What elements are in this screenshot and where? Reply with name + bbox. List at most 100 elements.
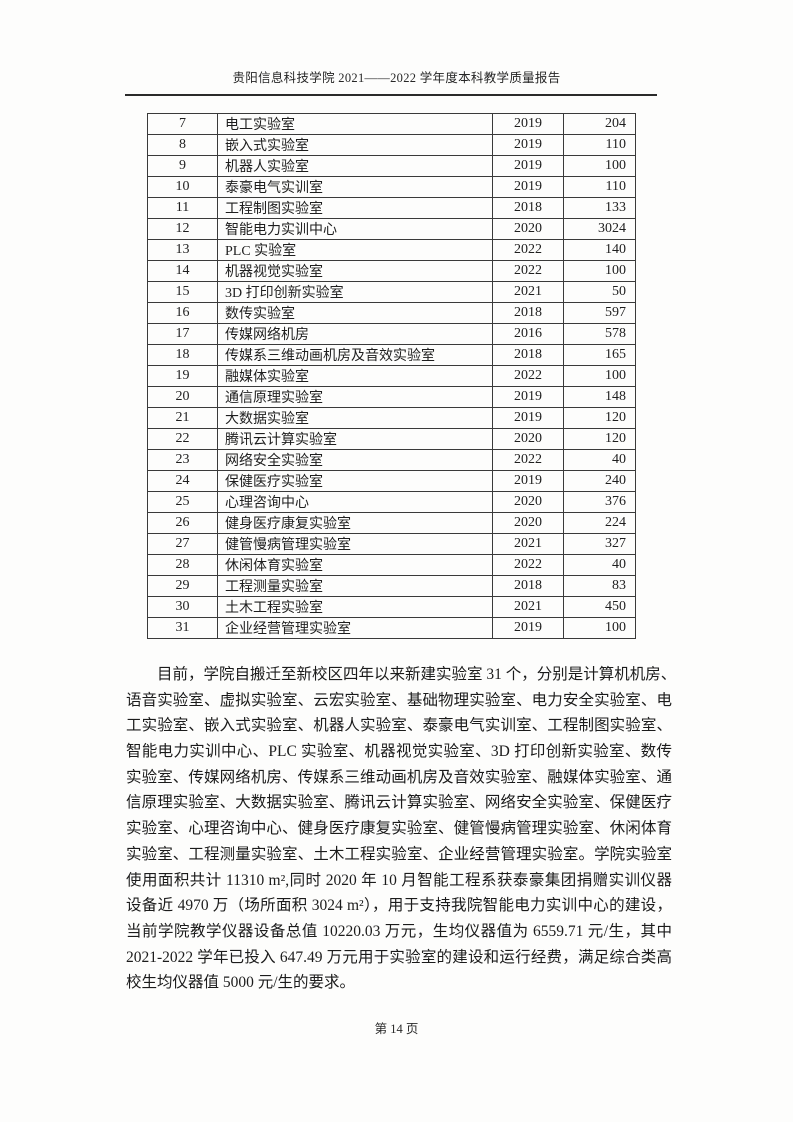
cell-year: 2022 (492, 260, 564, 282)
page-number: 第 14 页 (374, 1022, 419, 1036)
cell-name: 电工实验室 (217, 113, 493, 135)
table-row: 16 数传实验室 2018 597 (147, 302, 636, 324)
cell-area: 100 (563, 260, 636, 282)
table-row: 14 机器视觉实验室 2022 100 (147, 260, 636, 282)
cell-name: 休闲体育实验室 (217, 554, 493, 576)
cell-name: 网络安全实验室 (217, 449, 493, 471)
cell-no: 27 (147, 533, 218, 555)
paragraph-line: 实验室、心理咨询中心、健身医疗康复实验室、健管慢病管理实验室、休闲体育 (126, 820, 672, 838)
cell-area: 133 (563, 197, 636, 219)
table-row: 25 心理咨询中心 2020 376 (147, 491, 636, 513)
cell-name: 机器人实验室 (217, 155, 493, 177)
cell-area: 120 (563, 428, 636, 450)
paragraph-line: 智能电力实训中心、PLC 实验室、机器视觉实验室、3D 打印创新实验室、数传 (126, 743, 672, 761)
paragraph-line: 设备近 4970 万（场所面积 3024 m²），用于支持我院智能电力实训中心的… (126, 897, 672, 915)
header-rule (125, 94, 657, 96)
cell-no: 11 (147, 197, 218, 219)
cell-name: 腾讯云计算实验室 (217, 428, 493, 450)
table-row: 27 健管慢病管理实验室 2021 327 (147, 533, 636, 555)
cell-no: 17 (147, 323, 218, 345)
cell-area: 83 (563, 575, 636, 597)
cell-year: 2019 (492, 113, 564, 135)
cell-no: 21 (147, 407, 218, 429)
cell-year: 2020 (492, 491, 564, 513)
cell-no: 24 (147, 470, 218, 492)
cell-no: 14 (147, 260, 218, 282)
cell-no: 15 (147, 281, 218, 303)
cell-area: 376 (563, 491, 636, 513)
table-row: 10 泰豪电气实训室 2019 110 (147, 176, 636, 198)
paragraph-line: 使用面积共计 11310 m²,同时 2020 年 10 月智能工程系获泰豪集团… (126, 871, 672, 889)
cell-area: 597 (563, 302, 636, 324)
cell-no: 20 (147, 386, 218, 408)
cell-year: 2021 (492, 533, 564, 555)
cell-area: 100 (563, 617, 636, 639)
cell-name: 3D 打印创新实验室 (217, 281, 493, 303)
cell-no: 31 (147, 617, 218, 639)
cell-no: 29 (147, 575, 218, 597)
table-row: 11 工程制图实验室 2018 133 (147, 197, 636, 219)
table-row: 29 工程测量实验室 2018 83 (147, 575, 636, 597)
cell-year: 2022 (492, 554, 564, 576)
cell-name: PLC 实验室 (217, 239, 493, 261)
cell-year: 2022 (492, 239, 564, 261)
cell-year: 2019 (492, 176, 564, 198)
cell-year: 2020 (492, 218, 564, 240)
cell-name: 工程测量实验室 (217, 575, 493, 597)
cell-no: 7 (147, 113, 218, 135)
paragraph-line: 实验室、工程测量实验室、土木工程实验室、企业经营管理实验室。学院实验室 (126, 845, 672, 863)
cell-no: 16 (147, 302, 218, 324)
table-row: 8 嵌入式实验室 2019 110 (147, 134, 636, 156)
cell-year: 2019 (492, 155, 564, 177)
paragraph-line: 实验室、传媒网络机房、传媒系三维动画机房及音效实验室、融媒体实验室、通 (126, 768, 672, 786)
cell-area: 120 (563, 407, 636, 429)
cell-no: 18 (147, 344, 218, 366)
cell-name: 智能电力实训中心 (217, 218, 493, 240)
cell-area: 100 (563, 155, 636, 177)
cell-area: 50 (563, 281, 636, 303)
cell-year: 2021 (492, 281, 564, 303)
page-header-title: 贵阳信息科技学院 2021——2022 学年度本科教学质量报告 (232, 71, 561, 85)
cell-name: 通信原理实验室 (217, 386, 493, 408)
body-paragraph: 目前，学院自搬迁至新校区四年以来新建实验室 31 个，分别是计算机机房、 语音实验… (126, 662, 672, 996)
cell-area: 3024 (563, 218, 636, 240)
cell-name: 心理咨询中心 (217, 491, 493, 513)
cell-name: 机器视觉实验室 (217, 260, 493, 282)
cell-name: 数传实验室 (217, 302, 493, 324)
cell-no: 26 (147, 512, 218, 534)
cell-name: 传媒系三维动画机房及音效实验室 (217, 344, 493, 366)
cell-area: 327 (563, 533, 636, 555)
cell-area: 40 (563, 449, 636, 471)
paragraph-line: 校生均仪器值 5000 元/生的要求。 (126, 974, 356, 992)
cell-year: 2019 (492, 134, 564, 156)
table-row: 31 企业经营管理实验室 2019 100 (147, 617, 636, 639)
table-row: 22 腾讯云计算实验室 2020 120 (147, 428, 636, 450)
cell-area: 204 (563, 113, 636, 135)
cell-name: 工程制图实验室 (217, 197, 493, 219)
cell-name: 保健医疗实验室 (217, 470, 493, 492)
table-row: 13 PLC 实验室 2022 140 (147, 239, 636, 261)
cell-no: 12 (147, 218, 218, 240)
cell-no: 10 (147, 176, 218, 198)
cell-area: 165 (563, 344, 636, 366)
table-row: 12 智能电力实训中心 2020 3024 (147, 218, 636, 240)
cell-area: 224 (563, 512, 636, 534)
table-row: 19 融媒体实验室 2022 100 (147, 365, 636, 387)
paragraph-line: 信原理实验室、大数据实验室、腾讯云计算实验室、网络安全实验室、保健医疗 (126, 794, 672, 812)
cell-year: 2020 (492, 428, 564, 450)
cell-year: 2019 (492, 407, 564, 429)
cell-name: 土木工程实验室 (217, 596, 493, 618)
cell-no: 25 (147, 491, 218, 513)
cell-name: 大数据实验室 (217, 407, 493, 429)
cell-area: 110 (563, 134, 636, 156)
paragraph-line: 工实验室、嵌入式实验室、机器人实验室、泰豪电气实训室、工程制图实验室、 (126, 717, 672, 735)
table-row: 28 休闲体育实验室 2022 40 (147, 554, 636, 576)
table-row: 26 健身医疗康复实验室 2020 224 (147, 512, 636, 534)
table-row: 20 通信原理实验室 2019 148 (147, 386, 636, 408)
cell-year: 2020 (492, 512, 564, 534)
paragraph-line: 目前，学院自搬迁至新校区四年以来新建实验室 31 个，分别是计算机机房、 (157, 666, 672, 683)
table-row: 18 传媒系三维动画机房及音效实验室 2018 165 (147, 344, 636, 366)
cell-area: 40 (563, 554, 636, 576)
cell-area: 140 (563, 239, 636, 261)
